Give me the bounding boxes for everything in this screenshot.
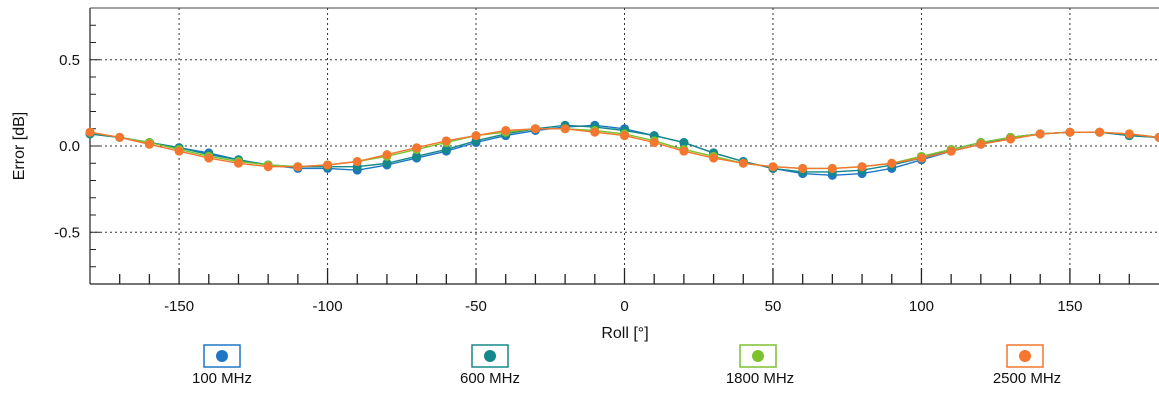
data-point <box>887 158 897 168</box>
data-point <box>1124 129 1134 139</box>
data-point <box>946 146 956 156</box>
data-point <box>293 162 303 172</box>
data-point <box>1095 127 1105 137</box>
legend-label: 600 MHz <box>460 370 520 387</box>
data-point <box>501 125 511 135</box>
data-point <box>115 132 125 142</box>
series-layer <box>85 120 1159 180</box>
y-tick-label: -0.5 <box>54 224 80 241</box>
axes <box>89 7 1159 285</box>
data-point <box>1065 127 1075 137</box>
tick-labels: -150 -100 -50 0 50 100 150 0.5 0.0 -0.5 <box>54 52 1082 315</box>
data-point <box>412 143 422 153</box>
data-point <box>649 138 659 148</box>
data-point <box>352 157 362 167</box>
x-tick-label: 0 <box>620 298 628 315</box>
legend-item: 2500 MHz <box>993 344 1061 387</box>
data-point <box>1035 129 1045 139</box>
legend-item: 1800 MHz <box>726 344 794 387</box>
data-point <box>1154 132 1159 142</box>
data-point <box>1006 134 1016 144</box>
data-point <box>441 144 451 154</box>
data-point <box>323 160 333 170</box>
data-point <box>85 127 95 137</box>
data-point <box>679 138 689 148</box>
legend-label: 100 MHz <box>192 370 252 387</box>
data-point <box>144 139 154 149</box>
x-tick-label: -50 <box>465 298 487 315</box>
data-point <box>827 163 837 173</box>
y-tick-label: 0.5 <box>59 52 80 69</box>
legend-marker <box>1019 350 1031 362</box>
y-tick-label: 0.0 <box>59 138 80 155</box>
data-point <box>263 162 273 172</box>
data-point <box>382 150 392 160</box>
data-point <box>560 124 570 134</box>
x-tick-label: 150 <box>1057 298 1082 315</box>
data-point <box>204 153 214 163</box>
data-point <box>174 146 184 156</box>
x-axis-title: Roll [°] <box>601 325 648 342</box>
data-point <box>738 158 748 168</box>
legend-label: 1800 MHz <box>726 370 794 387</box>
data-point <box>441 136 451 146</box>
data-point <box>590 127 600 137</box>
legend-marker <box>752 350 764 362</box>
data-point <box>798 163 808 173</box>
legend-item: 600 MHz <box>460 344 520 387</box>
x-tick-label: 100 <box>909 298 934 315</box>
data-point <box>233 158 243 168</box>
x-tick-label: -100 <box>313 298 343 315</box>
data-point <box>916 153 926 163</box>
series-group <box>85 124 1159 173</box>
data-point <box>530 124 540 134</box>
legend-label: 2500 MHz <box>993 370 1061 387</box>
data-point <box>620 131 629 141</box>
data-point <box>382 158 392 168</box>
legend-item: 100 MHz <box>192 344 252 387</box>
data-point <box>471 131 481 141</box>
data-point <box>768 162 778 172</box>
x-tick-label: 50 <box>765 298 782 315</box>
legend-marker <box>216 350 228 362</box>
data-point <box>679 146 689 156</box>
data-point <box>412 151 422 161</box>
legend-marker <box>484 350 496 362</box>
data-point <box>857 162 867 172</box>
y-axis-title: Error [dB] <box>11 112 28 180</box>
data-point <box>976 139 986 149</box>
x-tick-label: -150 <box>164 298 194 315</box>
legend: 100 MHz 600 MHz 1800 MHz 2500 MHz <box>192 344 1061 387</box>
data-point <box>709 153 719 163</box>
